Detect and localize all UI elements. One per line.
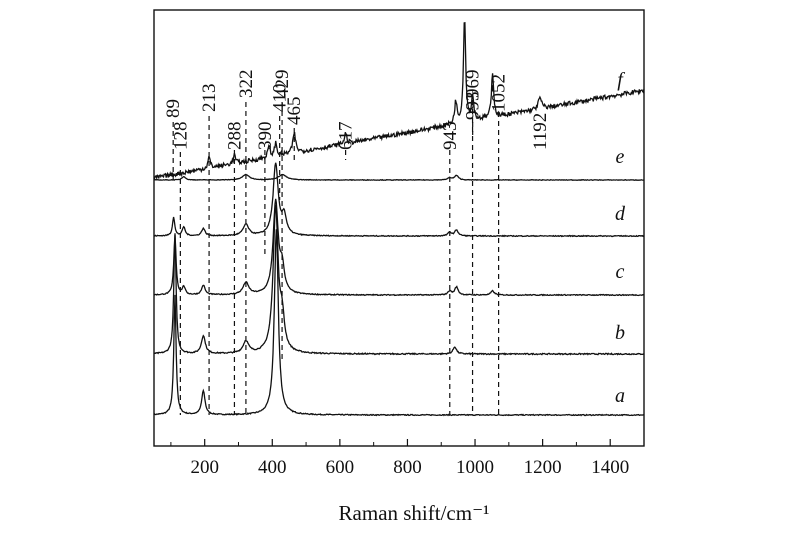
peak-label-1192: 1192	[530, 113, 551, 150]
plot-frame	[153, 9, 645, 447]
series-label-f: f	[617, 69, 625, 91]
peak-label-213: 213	[199, 84, 220, 113]
x-tick-label-1000: 1000	[456, 457, 494, 478]
peak-label-943: 943	[440, 122, 461, 151]
reference-lines	[172, 100, 500, 415]
series-label-d: d	[615, 203, 626, 225]
series-line-b	[153, 204, 645, 356]
peak-label-128: 128	[170, 122, 191, 151]
series-line-d	[153, 162, 645, 238]
peak-label-89: 89	[163, 99, 184, 118]
x-axis: 200 400 600 800 1000 1200 1400	[170, 439, 645, 478]
spectra-series	[153, 22, 645, 417]
peak-label-969: 969	[463, 70, 484, 99]
peak-label-410: 410	[270, 84, 291, 113]
x-tick-label-1400: 1400	[591, 457, 629, 478]
peak-label-993: 993	[463, 92, 484, 121]
peak-label-322: 322	[236, 70, 257, 99]
peak-label-390: 390	[255, 122, 276, 151]
series-label-a: a	[615, 385, 625, 407]
series-line-c	[153, 198, 645, 297]
x-tick-label-400: 400	[258, 457, 287, 478]
x-tick-label-600: 600	[326, 457, 355, 478]
peak-label-465: 465	[284, 97, 305, 126]
series-label-c: c	[616, 261, 625, 283]
peak-label-429: 429	[272, 70, 293, 99]
peak-label-288: 288	[224, 122, 245, 151]
x-tick-label-800: 800	[393, 457, 422, 478]
x-tick-label-1200: 1200	[524, 457, 562, 478]
series-labels: a b c d e f	[615, 69, 626, 407]
series-label-e: e	[616, 146, 625, 168]
x-tick-label-200: 200	[190, 457, 219, 478]
series-line-a	[153, 229, 645, 417]
series-line-f	[153, 22, 645, 181]
series-line-e	[153, 173, 644, 182]
peak-label-617: 617	[336, 122, 357, 151]
peak-label-1052: 1052	[489, 74, 510, 112]
series-label-b: b	[615, 322, 625, 344]
x-axis-title: Raman shift/cm⁻¹	[339, 501, 490, 525]
